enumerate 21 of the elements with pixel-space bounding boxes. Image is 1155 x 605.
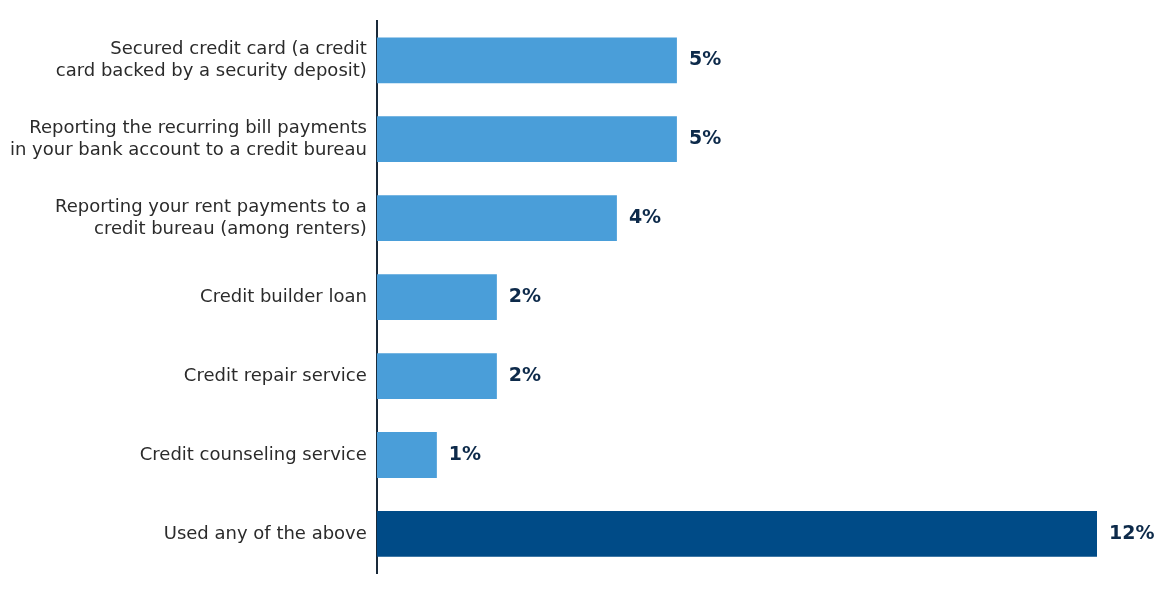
y-tick-label: Secured credit card (a credit card backed by a security deposit) — [55, 37, 367, 80]
y-tick-label: Credit counseling service — [139, 442, 367, 464]
y-tick-label: Reporting the recurring bill payments in your bank account to a credit bureau — [9, 116, 367, 159]
data-label: 5% — [688, 126, 722, 149]
data-label: 5% — [688, 47, 722, 70]
data-label: 2% — [508, 362, 542, 385]
data-label: 4% — [628, 205, 662, 228]
bar — [376, 195, 617, 242]
data-label: 12% — [1109, 520, 1155, 543]
bar — [376, 511, 1097, 557]
data-label: 1% — [448, 441, 482, 464]
y-tick-label: Credit repair service — [183, 363, 367, 385]
y-tick-label: Reporting your rent payments to a credit bureau (among renters) — [55, 195, 367, 238]
y-tick-label: Credit builder loan — [200, 284, 367, 306]
bar — [376, 116, 677, 163]
bar — [376, 274, 497, 320]
data-label: 2% — [508, 284, 542, 307]
bar — [376, 353, 497, 399]
bar — [376, 37, 677, 84]
y-tick-label: Used any of the above — [163, 521, 367, 543]
bar — [376, 432, 437, 478]
